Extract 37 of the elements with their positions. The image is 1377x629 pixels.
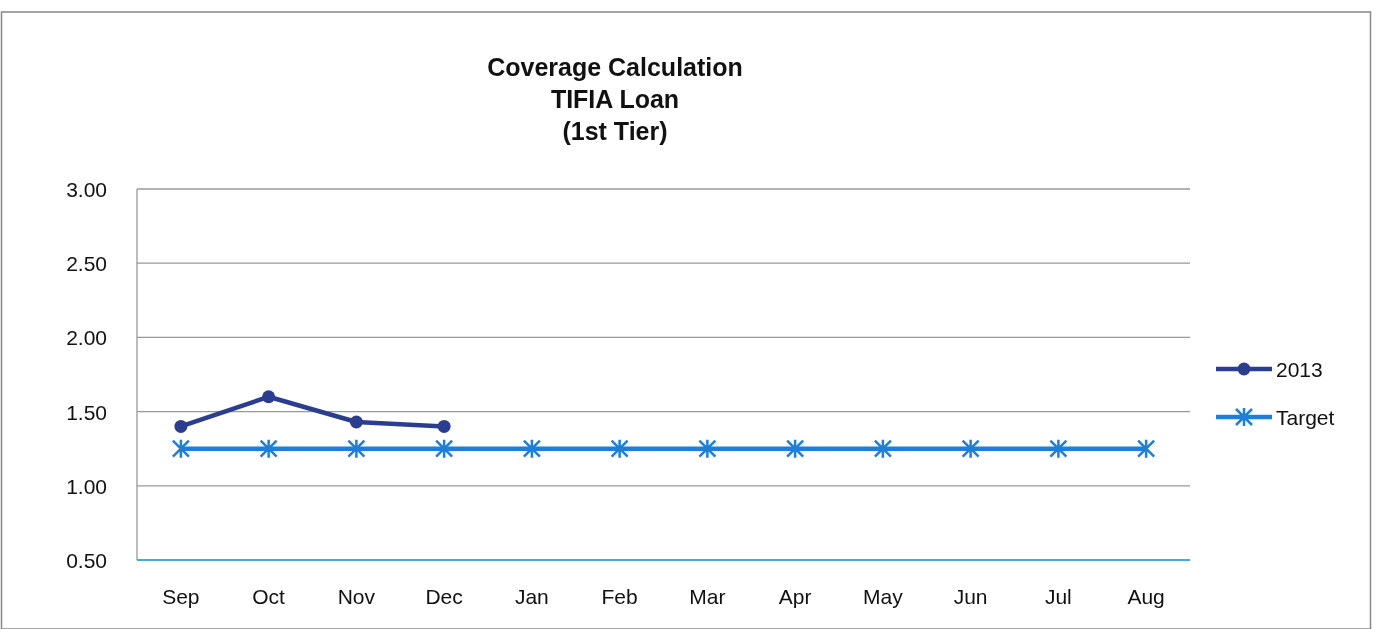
y-tick-label: 0.50 [66,549,107,572]
point [522,438,542,459]
y-tick-label: 2.50 [66,252,107,276]
point [610,438,629,459]
x-tick-label: Aug [1127,585,1165,608]
point [174,419,188,433]
point [437,419,451,433]
x-tick-label: Dec [425,585,463,608]
y-tick-label: 2.00 [66,326,107,350]
point [1136,438,1156,459]
point [434,438,454,459]
legend-label: 2013 [1276,358,1323,381]
x-tick-label: Nov [337,585,376,608]
y-tick-label: 1.50 [66,400,107,424]
point [171,438,191,459]
y-tick-label: 3.00 [66,178,107,201]
x-tick-label: Jun [953,585,988,608]
chart-title: Coverage Calculation TIFIA Loan (1st Tier) [487,53,743,145]
x-tick-label: Jul [1044,585,1072,608]
point [785,438,805,459]
point [349,415,363,429]
x-tick-label: Oct [252,585,286,608]
point [347,438,366,459]
y-tick-label: 1.00 [66,474,107,498]
point [259,438,278,459]
legend-label: Target [1276,406,1335,429]
point [262,390,276,404]
x-tick-label: May [863,585,904,608]
point [873,438,893,459]
x-tick-label: Jan [514,585,549,608]
point [698,438,717,459]
x-tick-label: Mar [689,585,726,608]
x-tick-label: Sep [162,585,200,608]
point [1049,438,1068,459]
point [961,438,980,459]
x-tick-label: Apr [778,585,812,608]
x-tick-label: Feb [601,585,638,608]
